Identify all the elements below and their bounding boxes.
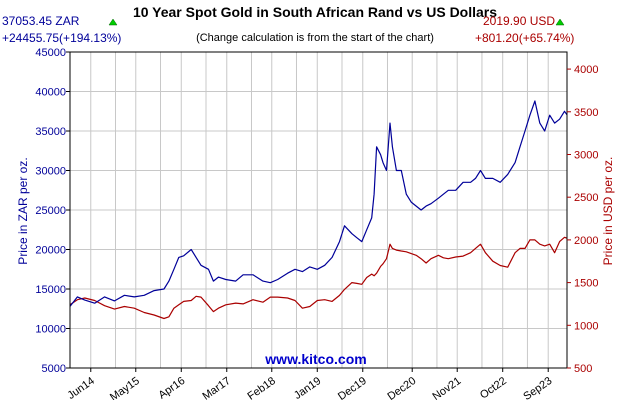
right-tick-label-5: 3000	[574, 149, 598, 161]
right-axis-ticks: 500 1000 1500 2000 2500 3000 3500 4000	[567, 64, 598, 375]
right-tick-label-2: 1500	[574, 278, 598, 290]
left-axis-ticks: 5000 10000 15000 20000 25000 30000 35000 40000 4…	[35, 47, 70, 375]
x-tick-label-0: Jun14	[65, 375, 96, 400]
left-tick-label-3: 20000	[35, 245, 66, 257]
x-tick-label-2: Apr16	[156, 375, 187, 400]
zar-up-arrow-icon	[108, 18, 118, 26]
right-tick-label-0: 500	[574, 363, 592, 375]
x-tick-label-4: Feb18	[245, 375, 277, 400]
left-tick-label-7: 40000	[35, 87, 66, 99]
series-lines	[69, 100, 568, 320]
x-tick-label-10: Sep23	[521, 375, 554, 400]
watermark: www.kitco.com	[264, 351, 366, 367]
right-tick-label-3: 2000	[574, 235, 598, 247]
left-tick-label-8: 45000	[35, 47, 66, 59]
usd-up-arrow-icon	[555, 18, 565, 26]
left-tick-label-1: 10000	[35, 324, 66, 336]
usd-change: +801.20(+65.74%)	[475, 31, 574, 45]
chart-title: 10 Year Spot Gold in South African Rand …	[133, 4, 497, 20]
header: 37053.45 ZAR +24455.75(+194.13%) 10 Year…	[2, 4, 574, 45]
left-tick-label-4: 25000	[35, 205, 66, 217]
left-tick-label-2: 15000	[35, 284, 66, 296]
x-tick-label-1: May15	[108, 375, 142, 400]
grid	[70, 52, 567, 368]
x-tick-label-7: Dec20	[385, 375, 418, 400]
right-tick-label-1: 1000	[574, 320, 598, 332]
x-tick-label-8: Nov21	[430, 375, 463, 400]
usd-last-value: 2019.90 USD	[483, 14, 555, 28]
left-axis-label: Price in ZAR per oz.	[16, 157, 30, 264]
series-line-usd	[69, 236, 568, 320]
x-tick-label-9: Oct22	[478, 375, 509, 400]
x-tick-label-5: Jan19	[292, 375, 323, 400]
x-axis-ticks: Jun14 May15 Apr16 Mar17 Feb18 Jan19 Dec19 Dec20…	[65, 368, 554, 404]
zar-change: +24455.75(+194.13%)	[2, 31, 121, 45]
right-tick-label-6: 3500	[574, 107, 598, 119]
x-tick-label-6: Dec19	[336, 375, 369, 400]
left-tick-label-0: 5000	[42, 363, 66, 375]
right-axis-label: Price in USD per oz.	[601, 157, 615, 266]
x-tick-label-3: Mar17	[200, 375, 232, 400]
chart-subtitle: (Change calculation is from the start of…	[196, 32, 434, 44]
right-tick-label-7: 4000	[574, 64, 598, 76]
left-tick-label-6: 35000	[35, 126, 66, 138]
series-line-zar	[69, 100, 568, 307]
zar-last-value: 37053.45 ZAR	[2, 14, 80, 28]
left-tick-label-5: 30000	[35, 166, 66, 178]
right-tick-label-4: 2500	[574, 192, 598, 204]
